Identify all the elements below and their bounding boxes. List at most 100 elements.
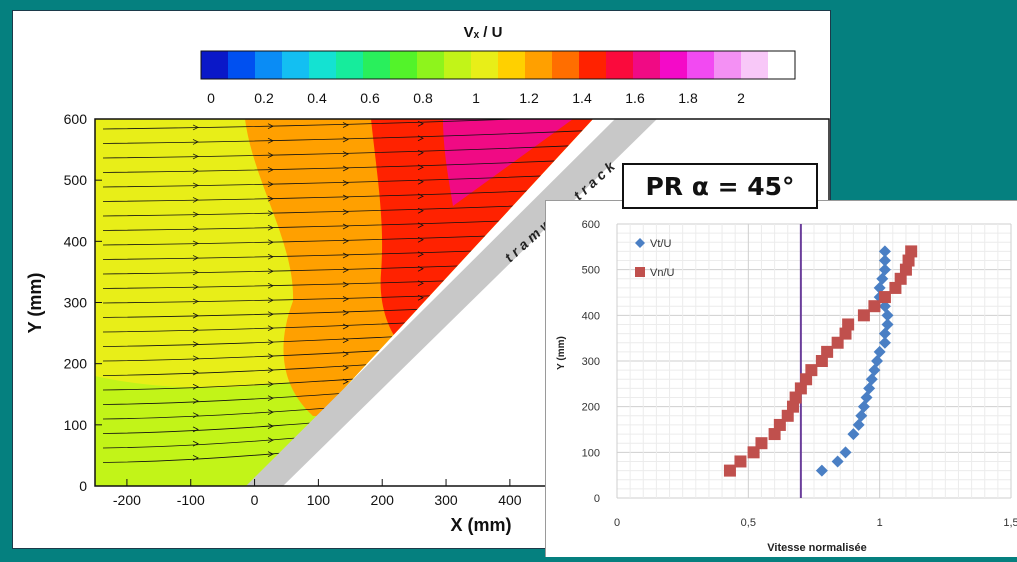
streamline-arrow: [192, 240, 199, 247]
profile-y-tick-label: 600: [582, 219, 600, 231]
point-vn-u: [868, 300, 881, 313]
streamline-arrow: [417, 294, 424, 301]
streamline-arrow: [192, 398, 199, 404]
point-vn-u: [878, 291, 891, 304]
streamline-arrow: [342, 351, 349, 357]
streamline-arrow: [192, 383, 199, 390]
streamline-arrow: [342, 323, 349, 330]
streamline-arrow: [192, 312, 199, 319]
streamline-arrow: [342, 180, 349, 186]
streamline-arrow: [192, 226, 199, 232]
profile-chart-panel: 0 100 200 300 400 500 600 0 0,5 1 1,5 Vt/U Vn/U Y …: [545, 200, 1017, 557]
streamline-arrow: [192, 298, 199, 305]
colorbar-cell: [255, 51, 283, 79]
colorbar-cell: [606, 51, 634, 79]
streamline-arrow: [342, 122, 349, 128]
colorbar-tick-label: 0.2: [254, 90, 274, 106]
streamline-arrow: [267, 381, 274, 388]
streamline-arrow: [192, 182, 199, 189]
legend-label: Vn/U: [650, 267, 675, 279]
colorbar-tick-label: 1.4: [572, 90, 592, 106]
streamline-arrow: [267, 137, 274, 144]
streamline-arrow: [342, 136, 349, 143]
point-vt-u: [852, 418, 865, 431]
point-vt-u: [863, 382, 876, 395]
streamline-arrow: [192, 284, 199, 290]
streamline-arrow: [192, 153, 199, 160]
point-vn-u: [768, 428, 781, 441]
streamline-arrow: [192, 327, 199, 333]
colorbar-cell: [309, 51, 337, 79]
streamline-arrow: [267, 367, 274, 374]
colorbar-label: Vₓ / U: [464, 24, 503, 41]
streamline-arrow: [267, 297, 274, 304]
streamline-arrow: [267, 181, 274, 188]
point-vt-u: [881, 309, 894, 322]
point-vn-u: [805, 364, 818, 377]
colorbar-ticks: 0 0.2 0.4 0.6 0.8 1 1.2 1.4 1.6 1.8 2: [207, 90, 745, 106]
streamline-arrow: [417, 164, 424, 171]
streamline-arrow: [342, 223, 349, 230]
point-vn-u: [723, 464, 736, 477]
profile-x-ticks: 0 0,5 1 1,5: [614, 517, 1017, 529]
point-vn-u: [734, 455, 747, 468]
streamline-arrow: [267, 195, 274, 202]
point-vt-u: [878, 245, 891, 258]
streamline-arrow: [417, 362, 424, 369]
streamline-arrow: [192, 255, 199, 261]
colorbar-cell: [471, 51, 499, 79]
streamline-arrow: [192, 412, 199, 419]
colorbar-cell: [444, 51, 472, 79]
streamline-arrow: [342, 194, 349, 201]
point-vt-u: [876, 272, 889, 285]
point-vn-u: [789, 391, 802, 404]
colorbar-cell: [768, 51, 796, 79]
profile-x-axis-label: Vitesse normalisée: [767, 542, 866, 554]
y-axis-label: Y (mm): [25, 273, 45, 334]
streamline-arrow: [192, 341, 199, 347]
colorbar-tick-label: 0.6: [360, 90, 380, 106]
streamline-arrow: [417, 416, 424, 423]
streamline-arrow: [342, 296, 349, 302]
streamline-arrow: [342, 364, 349, 371]
colorbar-frame: [200, 50, 796, 80]
streamline-arrow: [342, 267, 349, 273]
streamline-arrow: [192, 440, 199, 447]
point-vn-u: [857, 309, 870, 322]
colorbar-tick-label: 1.8: [678, 90, 698, 106]
profile-x-tick-label: 0: [614, 517, 620, 529]
streamline-arrow: [417, 280, 424, 287]
profile-x-tick-label: 0,5: [741, 517, 756, 529]
profile-x-tick-label: 1: [877, 517, 883, 529]
piv-velocity-map: Vₓ / U 0 0.2 0.4 0.6 0.8 1 1.2 1.4 1.6 1.8 2 tramw…: [25, 24, 830, 535]
point-vn-u: [773, 418, 786, 431]
streamline-arrow: [417, 135, 424, 142]
velocity-field: [95, 119, 593, 486]
streamline-arrow: [342, 309, 349, 316]
point-vt-u: [855, 409, 868, 422]
point-vt-u: [839, 446, 852, 459]
profile-y-axis-label: Y (mm): [556, 336, 567, 370]
legend-marker: [635, 267, 645, 277]
profile-y-tick-label: 0: [594, 493, 600, 505]
point-vt-u: [865, 373, 878, 386]
point-vn-u: [815, 355, 828, 367]
streamline-arrow: [192, 211, 199, 218]
colorbar-cell: [525, 51, 553, 79]
x-tick-label: -200: [113, 492, 141, 508]
streamline-arrow: [342, 378, 349, 385]
profile-y-tick-label: 500: [582, 265, 600, 277]
streamline-arrow: [192, 269, 199, 276]
streamline-arrow: [267, 409, 274, 416]
point-vt-u: [847, 428, 860, 441]
streamline-arrow: [267, 423, 274, 430]
streamline-arrow: [267, 253, 274, 260]
streamline-arrow: [342, 165, 349, 172]
profile-y-tick-label: 300: [582, 356, 600, 368]
colorbar-tick-label: 2: [737, 90, 745, 106]
y-tick-label: 200: [64, 356, 88, 372]
point-vt-u: [868, 364, 881, 377]
colorbar-cell: [201, 51, 229, 79]
point-vn-u: [786, 400, 799, 413]
streamline-arrow: [342, 337, 349, 344]
